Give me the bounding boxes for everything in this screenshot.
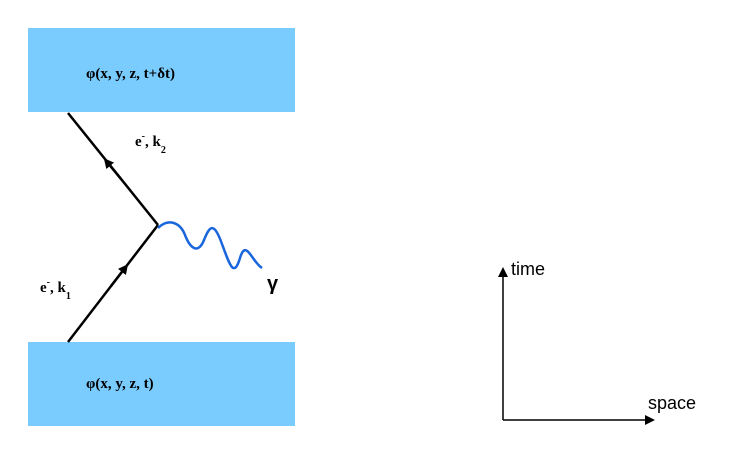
particle: e [135,134,142,150]
bottom-state-label: φ(x, y, z, t) [86,376,154,392]
particle: e [40,280,47,296]
bottom-state-box [28,342,295,426]
outgoing-electron-label: e-, k2 [135,131,166,156]
incoming-arrow [110,264,129,287]
index: 2 [161,145,166,156]
time-axis-label: time [511,259,545,279]
incoming-electron-label: e-, k1 [40,277,71,302]
charge: - [142,131,145,142]
outgoing-arrow [103,158,122,180]
index: 1 [66,291,71,302]
space-axis-label: space [648,393,696,413]
photon-label: γ [267,273,279,295]
photon-line [157,221,263,270]
top-state-box [28,28,295,112]
momentum: , k [145,134,162,150]
charge: - [47,277,50,288]
momentum: , k [50,280,67,296]
top-state-label: φ(x, y, z, t+δt) [86,66,175,82]
